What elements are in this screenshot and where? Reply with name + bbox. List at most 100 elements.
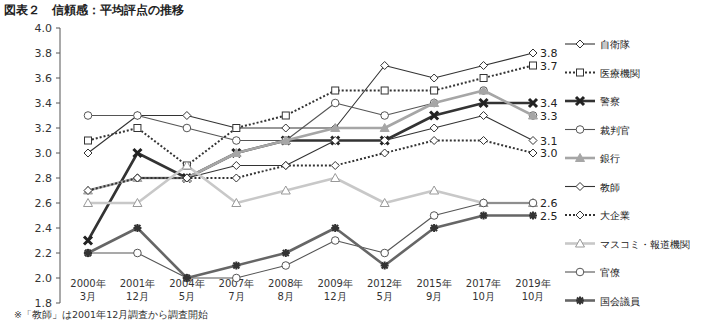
legend-marker [576, 211, 584, 219]
point [480, 212, 488, 220]
point [380, 199, 389, 207]
legend-label: 医療機関 [600, 68, 640, 79]
y-tick-label: 3.6 [35, 72, 53, 85]
point [331, 137, 339, 145]
point [380, 124, 389, 132]
legend-label: 国会議員 [600, 296, 640, 307]
point [381, 137, 389, 145]
x-tick-label: 2019年10月 [515, 278, 550, 302]
legend: 自衛隊医療機関警察裁判官銀行教師大企業マスコミ・報道機関官僚国会議員 [565, 39, 690, 307]
annotation: 3.4 [540, 97, 558, 110]
x-tick-label: 2009年12月 [317, 278, 352, 302]
chart: 図表２ 信頼感：平均評点の推移1.82.02.22.42.62.83.03.23… [0, 0, 707, 324]
legend-marker [576, 97, 584, 105]
annotation: 3.7 [540, 60, 558, 73]
point [281, 136, 290, 144]
point [183, 112, 191, 120]
series [84, 137, 537, 195]
y-axis-line [60, 28, 61, 303]
x-tick-label: 2017年10月 [466, 278, 501, 302]
y-tick [56, 78, 60, 79]
point [381, 249, 389, 257]
point [331, 124, 339, 132]
line [88, 203, 533, 278]
annotation: 2.6 [540, 197, 558, 210]
point [233, 137, 241, 145]
legend-marker [576, 268, 584, 276]
point [430, 112, 438, 120]
point [430, 212, 438, 220]
point [529, 212, 537, 220]
point [530, 62, 537, 69]
annotation: 3.8 [540, 47, 558, 60]
point [282, 137, 290, 145]
x-tick-label: 2015年9月 [416, 278, 451, 302]
point [480, 137, 488, 145]
y-tick-label: 2.8 [35, 172, 53, 185]
x-tick-label: 2012年5月 [367, 278, 402, 302]
point [182, 174, 191, 182]
point [331, 224, 339, 232]
point [331, 162, 339, 170]
legend-marker [576, 154, 585, 162]
y-tick-label: 2.6 [35, 197, 53, 210]
point [332, 87, 339, 94]
point [480, 87, 488, 95]
plot-area [84, 49, 538, 282]
point [84, 186, 93, 194]
point [529, 199, 538, 207]
footnote: ※「教師」は2001年12月調査から調査開始 [14, 309, 208, 320]
line [88, 66, 533, 166]
point [331, 99, 339, 107]
y-tick [56, 278, 60, 279]
legend-marker [576, 297, 584, 305]
y-tick [56, 178, 60, 179]
point [430, 99, 439, 107]
x-axis: 2000年3月2001年12月2004年5月2007年7月2008年8月2009… [70, 278, 550, 302]
legend-label: 警察 [600, 96, 620, 107]
point [430, 99, 438, 107]
point [282, 124, 290, 132]
point [480, 199, 488, 207]
point [183, 174, 191, 182]
y-tick [56, 103, 60, 104]
point [479, 86, 488, 94]
point [331, 174, 340, 182]
x-tick-label: 2008年8月 [268, 278, 303, 302]
legend-marker [576, 239, 585, 247]
point [381, 149, 389, 157]
series [84, 199, 537, 282]
point [282, 162, 290, 170]
point [183, 274, 191, 282]
legend-label: 教師 [600, 182, 620, 193]
point [282, 137, 290, 145]
point [183, 124, 191, 132]
point [331, 124, 340, 132]
annotation: 3.3 [540, 110, 558, 123]
point [134, 125, 141, 132]
y-tick [56, 228, 60, 229]
point [430, 74, 438, 82]
point [232, 149, 240, 157]
point [529, 149, 537, 157]
point [480, 62, 488, 70]
y-tick [56, 203, 60, 204]
point [529, 137, 537, 145]
y-tick [56, 153, 60, 154]
x-tick-label: 2000年3月 [70, 278, 105, 302]
annotation: 3.1 [540, 135, 558, 148]
point [134, 112, 142, 120]
point [232, 199, 241, 207]
legend-marker [576, 183, 584, 191]
point [529, 49, 537, 57]
legend-marker [576, 126, 584, 134]
legend-marker [577, 69, 584, 76]
point [430, 186, 439, 194]
point [479, 199, 488, 207]
series [84, 86, 538, 194]
point [85, 137, 92, 144]
series [84, 161, 538, 207]
point [183, 174, 191, 182]
legend-label: 官僚 [600, 267, 620, 278]
y-tick [56, 303, 60, 304]
